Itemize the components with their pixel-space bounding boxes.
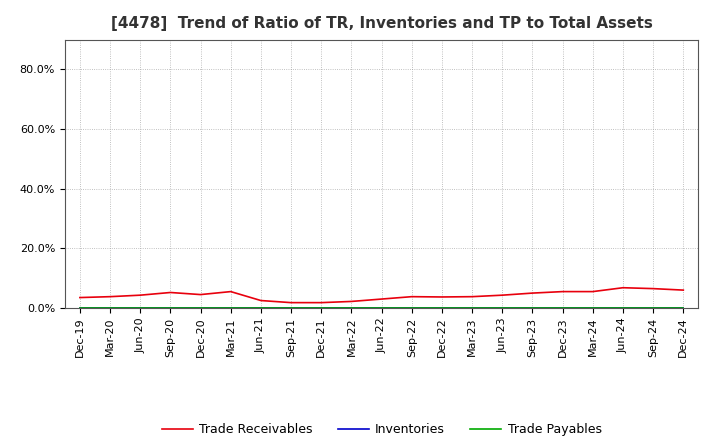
Trade Payables [166,305,175,311]
Inventories [136,305,145,311]
Inventories [256,305,265,311]
Trade Payables [197,305,205,311]
Inventories [347,305,356,311]
Trade Receivables [558,289,567,294]
Inventories [468,305,477,311]
Trade Receivables [256,298,265,303]
Trade Receivables [136,293,145,298]
Trade Payables [317,305,325,311]
Inventories [287,305,295,311]
Trade Payables [256,305,265,311]
Trade Payables [618,305,627,311]
Inventories [76,305,84,311]
Trade Payables [347,305,356,311]
Trade Payables [468,305,477,311]
Legend: Trade Receivables, Inventories, Trade Payables: Trade Receivables, Inventories, Trade Pa… [157,418,606,440]
Trade Receivables [618,285,627,290]
Trade Payables [377,305,386,311]
Title: [4478]  Trend of Ratio of TR, Inventories and TP to Total Assets: [4478] Trend of Ratio of TR, Inventories… [111,16,652,32]
Inventories [558,305,567,311]
Trade Payables [528,305,537,311]
Trade Payables [136,305,145,311]
Inventories [679,305,688,311]
Trade Payables [438,305,446,311]
Trade Receivables [588,289,597,294]
Inventories [649,305,657,311]
Trade Receivables [528,290,537,296]
Trade Receivables [649,286,657,291]
Inventories [226,305,235,311]
Trade Receivables [679,287,688,293]
Inventories [377,305,386,311]
Trade Receivables [106,294,114,299]
Inventories [528,305,537,311]
Trade Payables [106,305,114,311]
Trade Payables [498,305,507,311]
Inventories [166,305,175,311]
Trade Payables [649,305,657,311]
Trade Receivables [287,300,295,305]
Inventories [588,305,597,311]
Trade Receivables [197,292,205,297]
Inventories [197,305,205,311]
Trade Receivables [498,293,507,298]
Inventories [317,305,325,311]
Trade Payables [588,305,597,311]
Trade Payables [679,305,688,311]
Trade Receivables [166,290,175,295]
Line: Trade Receivables: Trade Receivables [80,288,683,303]
Trade Receivables [347,299,356,304]
Trade Receivables [76,295,84,300]
Trade Receivables [377,297,386,302]
Inventories [106,305,114,311]
Trade Receivables [408,294,416,299]
Trade Payables [287,305,295,311]
Trade Payables [226,305,235,311]
Trade Receivables [317,300,325,305]
Inventories [408,305,416,311]
Inventories [498,305,507,311]
Trade Payables [408,305,416,311]
Trade Payables [558,305,567,311]
Trade Receivables [226,289,235,294]
Trade Receivables [468,294,477,299]
Trade Payables [76,305,84,311]
Inventories [438,305,446,311]
Inventories [618,305,627,311]
Trade Receivables [438,294,446,300]
